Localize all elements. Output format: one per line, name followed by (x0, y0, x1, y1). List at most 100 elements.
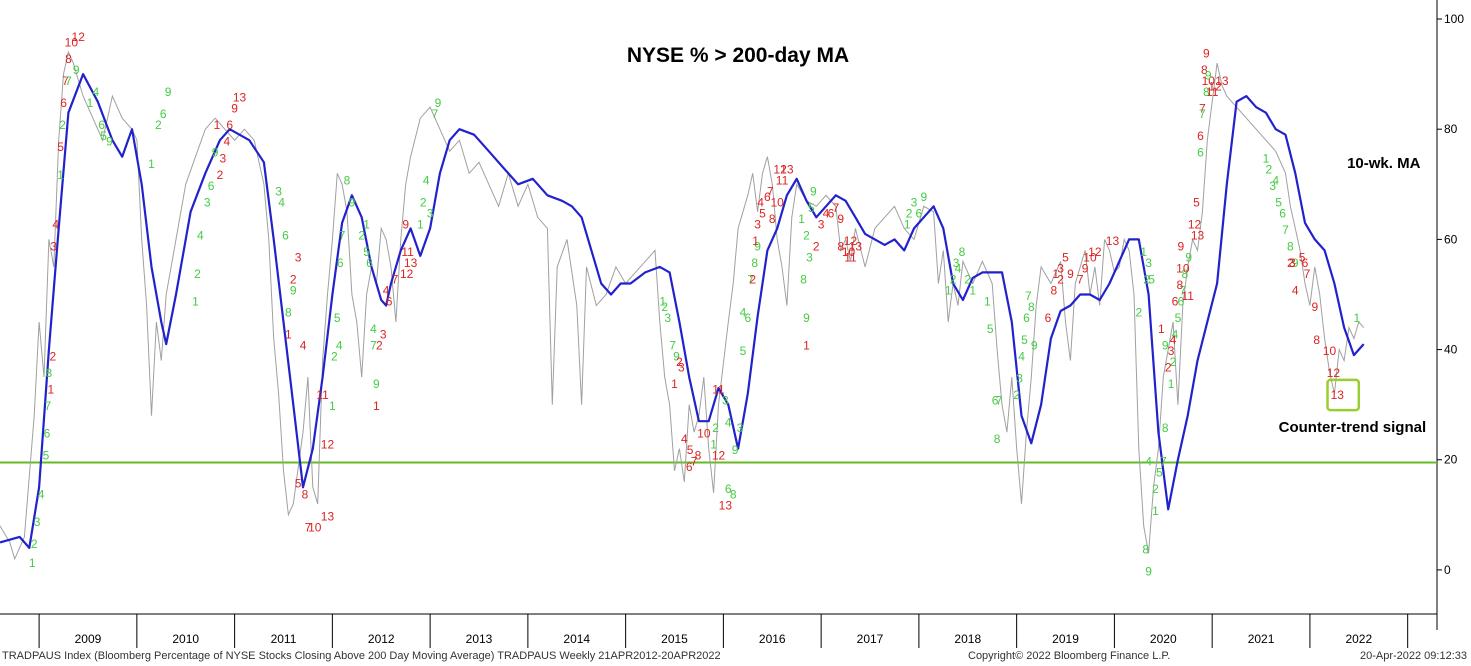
y-tick-label: 20 (1444, 453, 1458, 467)
count-label-green: 1 (1152, 504, 1159, 518)
count-label-red: 5 (687, 443, 694, 457)
count-label-green: 6 (992, 394, 999, 408)
count-label-green: 8 (285, 306, 292, 320)
x-tick-label: 2010 (172, 632, 199, 646)
count-label-green: 6 (208, 179, 215, 193)
footer-timestamp: 20-Apr-2022 09:12:33 (1359, 650, 1467, 662)
series-line-10wk-ma (0, 73, 1365, 549)
count-label-green: 2 (194, 267, 201, 281)
count-label-red: 1 (373, 399, 380, 413)
count-label-red: 2 (49, 350, 56, 364)
count-label-green: 2 (1143, 272, 1150, 286)
count-label-green: 5 (1021, 333, 1028, 347)
count-label-green: 1 (417, 217, 424, 231)
count-label-green: 1 (904, 217, 911, 231)
ma-series-layer (0, 73, 1365, 549)
count-label-red: 10 (1176, 261, 1190, 275)
count-label-green: 9 (165, 85, 172, 99)
count-label-green: 4 (92, 85, 99, 99)
count-label-red: 7 (1304, 267, 1311, 281)
count-label-red: 8 (65, 52, 72, 66)
count-label-green: 9 (1205, 69, 1212, 83)
count-label-red: 2 (376, 339, 383, 353)
count-label-green: 3 (34, 515, 41, 529)
count-label-green: 6 (44, 427, 51, 441)
count-label-green: 3 (953, 256, 960, 270)
count-label-red: 6 (1302, 256, 1309, 270)
count-label-red: 7 (392, 272, 399, 286)
x-tick-label: 2019 (1052, 632, 1079, 646)
count-label-red: 9 (1082, 261, 1089, 275)
count-label-green: 9 (1292, 256, 1299, 270)
count-label-red: 9 (1311, 300, 1318, 314)
count-label-red: 13 (1106, 234, 1120, 248)
y-tick-label: 100 (1444, 12, 1464, 26)
count-label-green: 2 (155, 118, 162, 132)
count-label-green: 8 (800, 272, 807, 286)
count-label-green: 3 (664, 311, 671, 325)
count-label-red: 12 (400, 267, 414, 281)
count-label-red: 11 (776, 173, 789, 187)
count-label-green: 8 (1181, 267, 1188, 281)
count-label-red: 1 (671, 377, 678, 391)
count-label-red: 9 (837, 212, 844, 226)
count-label-red: 11 (844, 250, 857, 264)
count-label-red: 4 (300, 339, 307, 353)
count-label-red: 5 (295, 476, 302, 490)
count-label-green: 1 (984, 294, 991, 308)
count-label-red: 7 (1199, 102, 1206, 116)
count-label-green: 2 (59, 118, 66, 132)
count-label-green: 2 (906, 206, 913, 220)
count-label-green: 5 (1175, 311, 1182, 325)
x-tick-label: 2021 (1248, 632, 1275, 646)
count-label-green: 7 (747, 272, 754, 286)
count-label-green: 3 (1145, 256, 1152, 270)
count-label-green: 1 (1353, 311, 1360, 325)
count-label-red: 11 (316, 388, 329, 402)
y-tick-label: 40 (1444, 343, 1458, 357)
count-label-red: 6 (1172, 294, 1179, 308)
count-label-green: 2 (1136, 306, 1143, 320)
count-label-red: 10 (697, 427, 711, 441)
count-label-green: 4 (725, 416, 732, 430)
count-label-green: 5 (987, 322, 994, 336)
count-label-red: 3 (295, 250, 302, 264)
raw-series-layer (0, 50, 1365, 561)
count-label-red: 1 (214, 118, 221, 132)
count-label-red: 6 (686, 460, 693, 474)
count-label-green: 2 (31, 537, 38, 551)
count-label-red: 13 (1215, 74, 1229, 88)
count-label-green: 9 (349, 195, 356, 209)
count-label-red: 4 (757, 195, 764, 209)
count-label-green: 5 (740, 344, 747, 358)
count-label-red: 3 (1168, 344, 1175, 358)
count-label-green: 2 (358, 228, 365, 242)
count-label-green: 5 (808, 201, 815, 215)
count-label-green: 2 (803, 228, 810, 242)
count-label-green: 7 (432, 107, 439, 121)
count-label-red: 4 (823, 206, 830, 220)
count-label-green: 5 (334, 311, 341, 325)
x-tick-label: 2009 (75, 632, 102, 646)
count-label-green: 6 (744, 311, 751, 325)
count-label-green: 8 (1028, 300, 1035, 314)
count-label-red: 11 (401, 245, 414, 259)
count-label-green: 7 (1199, 107, 1206, 121)
count-label-green: 8 (994, 432, 1001, 446)
count-label-red: 5 (1193, 195, 1200, 209)
count-label-red: 12 (72, 30, 86, 44)
count-label-green: 3 (1269, 179, 1276, 193)
count-label-green: 8 (46, 366, 53, 380)
count-label-green: 9 (1031, 339, 1038, 353)
count-label-red: 2 (676, 355, 683, 369)
count-label-green: 3 (204, 195, 211, 209)
count-label-green: 4 (1018, 350, 1025, 364)
count-label-red: 10 (1202, 74, 1216, 88)
count-label-red: 12 (712, 449, 726, 463)
count-label-green: 7 (370, 339, 377, 353)
count-label-green: 7 (669, 339, 676, 353)
count-label-green: 1 (1140, 245, 1147, 259)
count-label-red: 3 (818, 217, 825, 231)
count-label-red: 12 (1208, 80, 1222, 94)
count-label-red: 8 (769, 212, 776, 226)
